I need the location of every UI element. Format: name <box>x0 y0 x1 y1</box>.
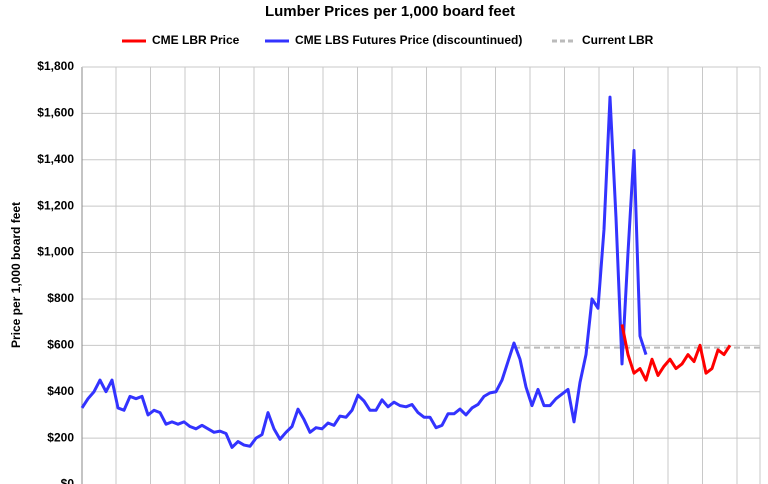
y-tick-label: $600 <box>47 338 74 352</box>
y-tick-label: $1,600 <box>37 106 74 120</box>
y-axis-label: Price per 1,000 board feet <box>9 202 23 348</box>
series-line <box>80 95 648 449</box>
legend-label: Current LBR <box>582 33 654 47</box>
legend-label: CME LBS Futures Price (discountinued) <box>295 33 522 47</box>
y-tick-label: $1,400 <box>37 152 74 166</box>
y-tick-label: $1,800 <box>37 59 74 73</box>
y-tick-label: $200 <box>47 430 74 444</box>
y-tick-label: $400 <box>47 384 74 398</box>
y-tick-label: $0 <box>61 477 75 484</box>
y-tick-label: $800 <box>47 291 74 305</box>
series-line <box>620 324 732 382</box>
chart-title: Lumber Prices per 1,000 board feet <box>265 3 515 20</box>
y-tick-label: $1,000 <box>37 245 74 259</box>
y-tick-label: $1,200 <box>37 198 74 212</box>
legend-label: CME LBR Price <box>152 33 240 47</box>
